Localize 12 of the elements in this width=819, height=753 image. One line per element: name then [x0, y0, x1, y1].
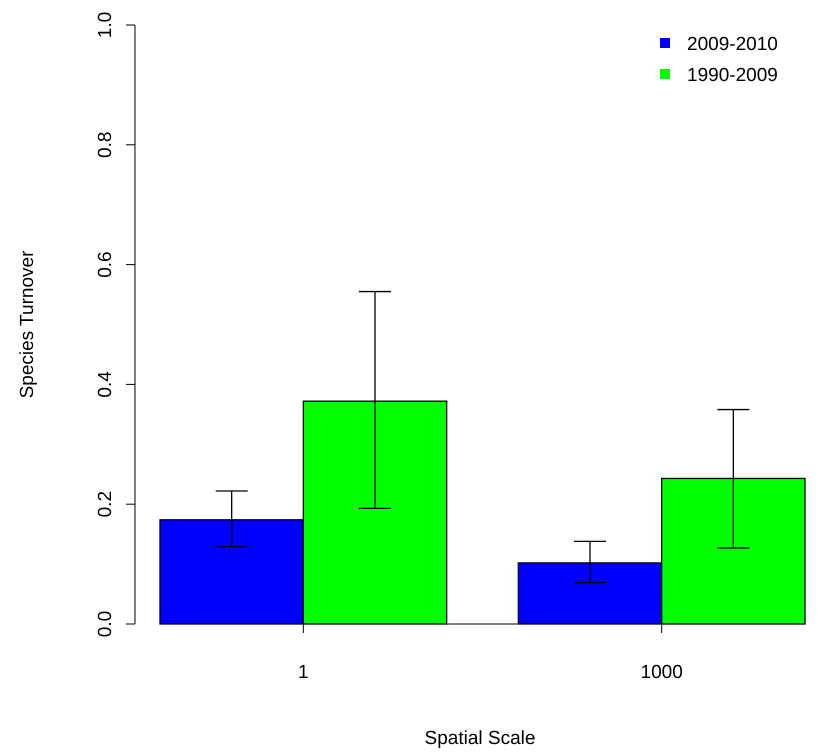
x-tick-label: 1 [298, 662, 309, 683]
y-tick-label: 1.0 [95, 12, 116, 38]
y-tick-label: 0.6 [95, 251, 116, 278]
y-tick-label: 0.0 [95, 610, 116, 638]
y-tick-label: 0.4 [95, 370, 116, 398]
x-axis-title: Spatial Scale [424, 728, 536, 749]
y-tick-label: 0.8 [95, 132, 116, 158]
x-tick-label: 1000 [640, 662, 683, 683]
y-axis-title: Species Turnover [17, 250, 38, 398]
legend-label: 2009-2010 [687, 34, 778, 55]
y-tick-label: 0.2 [95, 490, 116, 518]
legend-label: 1990-2009 [687, 65, 778, 86]
